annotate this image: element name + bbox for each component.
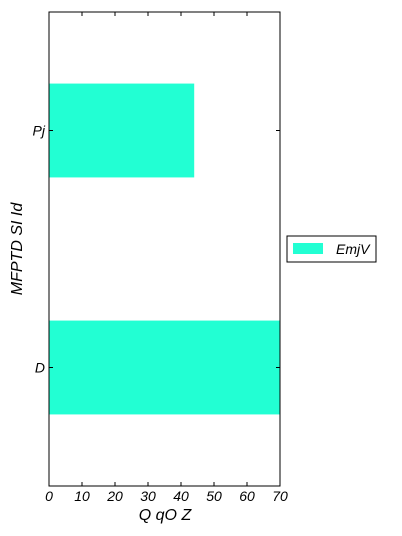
legend-label: EmjV (336, 241, 371, 257)
plot-frame (48, 11, 281, 487)
bar-d (49, 320, 280, 415)
x-tick-label: 20 (106, 488, 123, 504)
x-tick-label: 10 (74, 488, 90, 504)
bar-pj (49, 83, 195, 178)
y-axis-ticks: D Pj (33, 123, 280, 376)
x-tick-label: 0 (45, 488, 53, 504)
x-tick-label: 30 (140, 488, 156, 504)
x-tick-label: 40 (173, 488, 189, 504)
x-axis-ticks: 0 10 20 30 40 50 60 70 (45, 12, 288, 504)
y-tick-label-d: D (35, 360, 45, 376)
x-tick-label: 50 (206, 488, 222, 504)
legend-swatch (293, 243, 323, 254)
legend: EmjV (286, 235, 377, 263)
x-tick-label: 70 (272, 488, 288, 504)
y-tick-label-pj: Pj (33, 123, 46, 139)
x-axis-title: Q qO Z (139, 507, 193, 524)
bars-group (49, 83, 280, 415)
y-axis-title: MFPTD SI Id (9, 202, 26, 296)
x-tick-label: 60 (239, 488, 255, 504)
plot-background (49, 12, 280, 486)
